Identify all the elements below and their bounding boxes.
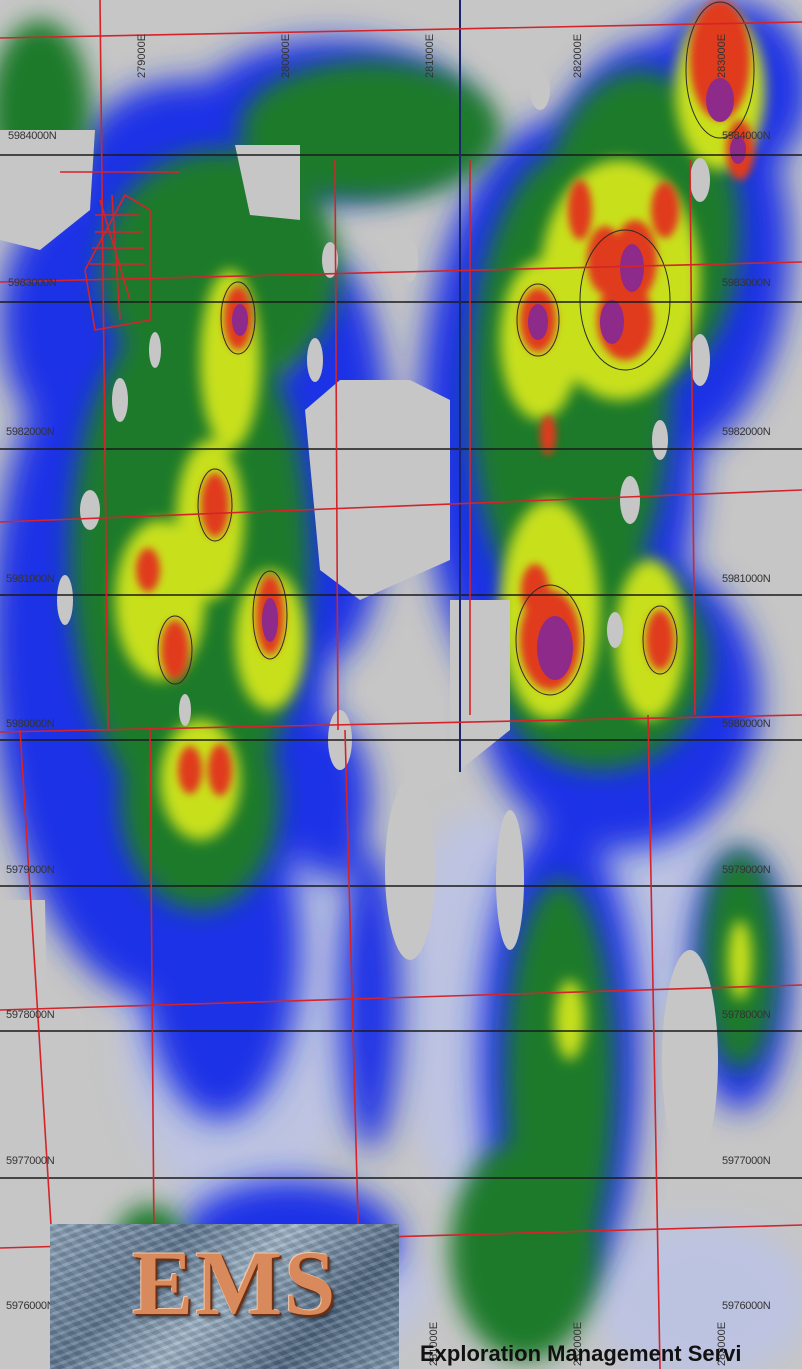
northing-label-right: 5981000N bbox=[722, 573, 771, 585]
peak-anomaly-layer bbox=[136, 0, 754, 796]
easting-label-top: 279000E bbox=[136, 33, 148, 78]
northing-label-left: 5983000N bbox=[8, 277, 57, 289]
northing-label-right: 5978000N bbox=[722, 1009, 771, 1021]
max-anomaly-layer bbox=[232, 78, 746, 680]
northing-label-left: 5984000N bbox=[8, 130, 57, 142]
northing-label-left: 5981000N bbox=[6, 573, 55, 585]
northing-label-left: 5977000N bbox=[6, 1155, 55, 1167]
northing-label-right: 5979000N bbox=[722, 864, 771, 876]
logo-text: EMS bbox=[132, 1232, 338, 1334]
northing-label-right: 5982000N bbox=[722, 426, 771, 438]
easting-label-top: 283000E bbox=[716, 33, 728, 78]
company-name: Exploration Management Servi bbox=[420, 1341, 742, 1366]
northing-label-left: 5978000N bbox=[6, 1009, 55, 1021]
northing-gridlines bbox=[0, 154, 802, 1179]
northing-label-right: 5983000N bbox=[722, 277, 771, 289]
northing-label-left: 5980000N bbox=[6, 718, 55, 730]
northing-label-left: 5976000N bbox=[6, 1300, 55, 1312]
northing-label-left: 5979000N bbox=[6, 864, 55, 876]
company-logo: EMS bbox=[50, 1224, 399, 1369]
contour-lines bbox=[157, 1, 755, 696]
easting-label-top: 280000E bbox=[280, 33, 292, 78]
northing-label-left: 5982000N bbox=[6, 426, 55, 438]
data-gaps bbox=[0, 70, 778, 1200]
logo-texture bbox=[50, 1224, 399, 1369]
northing-label-right: 5984000N bbox=[722, 130, 771, 142]
northing-label-right: 5977000N bbox=[722, 1155, 771, 1167]
northing-label-right: 5976000N bbox=[722, 1300, 771, 1312]
northing-label-right: 5980000N bbox=[722, 718, 771, 730]
easting-label-top: 282000E bbox=[572, 33, 584, 78]
easting-label-top: 281000E bbox=[424, 33, 436, 78]
